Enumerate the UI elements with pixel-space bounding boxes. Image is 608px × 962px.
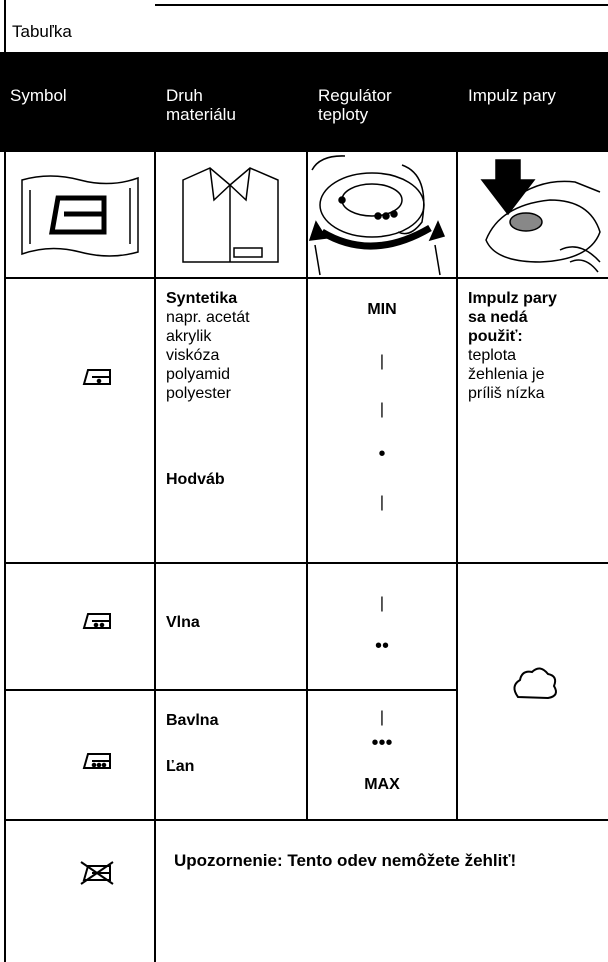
setting-mark: MAX xyxy=(364,776,400,793)
steam-note: žehlenia je xyxy=(468,366,545,383)
setting-mark: • xyxy=(378,443,386,465)
setting-mark: | xyxy=(379,494,385,511)
header-band xyxy=(0,52,608,152)
steam-button-illustration xyxy=(480,159,601,273)
warning-text: Upozornenie: Tento odev nemôžete žehliť! xyxy=(174,851,517,870)
shirt-illustration xyxy=(182,167,279,263)
material-name: Ľan xyxy=(166,758,195,775)
column-header: teploty xyxy=(318,105,369,124)
setting-mark: ••• xyxy=(371,732,393,754)
setting-mark: | xyxy=(379,401,385,418)
setting-mark: •• xyxy=(374,635,389,657)
material-text: viskóza xyxy=(166,347,220,364)
material-text: napr. acetát xyxy=(166,309,250,326)
iron-symbol-three-dots xyxy=(82,753,111,769)
column-header: Druh xyxy=(166,86,203,105)
steam-note: príliš nízka xyxy=(468,385,545,402)
material-name: Hodváb xyxy=(166,471,225,488)
material-text: polyamid xyxy=(166,366,231,383)
setting-mark: | xyxy=(379,709,385,726)
material-name: Syntetika xyxy=(166,290,238,307)
iron-symbol-two-dots xyxy=(82,613,111,629)
iron-symbol-crossed xyxy=(80,861,114,885)
column-header: materiálu xyxy=(166,105,236,124)
setting-mark: | xyxy=(379,353,385,370)
steam-note: použiť: xyxy=(468,328,523,345)
steam-note: teplota xyxy=(468,347,517,364)
steam-note: sa nedá xyxy=(468,309,528,326)
column-header: Regulátor xyxy=(318,86,392,105)
material-name: Vlna xyxy=(166,614,200,631)
material-text: akrylik xyxy=(166,328,212,345)
material-name: Bavlna xyxy=(166,712,219,729)
material-text: polyester xyxy=(166,385,231,402)
column-header: Symbol xyxy=(10,86,67,105)
column-header: Impulz pary xyxy=(468,86,556,105)
iron-symbol-one-dot xyxy=(82,369,111,385)
dial-illustration xyxy=(308,155,446,276)
setting-mark: | xyxy=(379,595,385,612)
setting-mark: MIN xyxy=(367,301,397,318)
steam-note: Impulz pary xyxy=(468,290,557,307)
steam-cloud-icon xyxy=(513,667,557,700)
cloth-iron-illustration xyxy=(21,175,139,257)
table-title: Tabuľka xyxy=(12,22,72,41)
